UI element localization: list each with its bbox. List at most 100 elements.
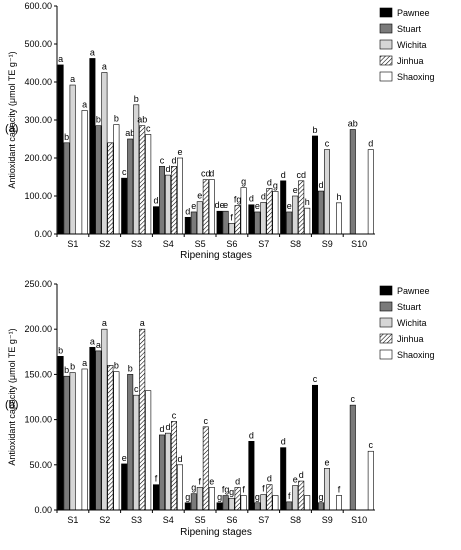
significance-letter: d [261, 191, 266, 201]
legend-label-pawnee: Pawnee [397, 8, 430, 18]
legend: Pawnee Stuart Wichita Jinhua Shaoxing [379, 7, 435, 82]
bar-shaoxing [145, 134, 152, 235]
significance-letter: b [114, 361, 119, 371]
bar-wichita [292, 195, 299, 235]
bar-jinhua [202, 179, 209, 235]
legend-swatch-stuart [379, 301, 393, 312]
significance-letter: d [177, 454, 182, 464]
bar-shaoxing [272, 191, 279, 235]
significance-letter: f [155, 474, 158, 484]
x-tick-label: S10 [351, 239, 367, 249]
legend-swatch-wichita [379, 39, 393, 50]
significance-letter: h [305, 197, 310, 207]
bar-stuart [254, 211, 261, 235]
x-tick-label: S5 [195, 239, 206, 249]
significance-letter: d [267, 474, 272, 484]
significance-letter: g [217, 492, 222, 502]
bar-wichita [133, 394, 140, 511]
significance-letter: b [114, 114, 119, 124]
significance-letter: e [122, 453, 127, 463]
significance-letter: d [209, 169, 214, 179]
significance-letter: b [128, 363, 133, 373]
x-tick-label: S4 [163, 515, 174, 525]
legend-swatch-shaoxing [379, 71, 393, 82]
bar-pawnee [311, 384, 318, 511]
bar-pawnee [121, 463, 128, 511]
significance-letter: e [197, 191, 202, 201]
bar-jinhua [234, 205, 241, 235]
significance-letter: f [262, 484, 265, 494]
significance-letter: fg [234, 195, 242, 205]
bar-stuart [190, 211, 197, 235]
significance-letter: g [241, 177, 246, 187]
bar-jinhua [202, 426, 209, 511]
legend-swatch-pawnee [379, 285, 393, 296]
legend-label-stuart: Stuart [397, 24, 422, 34]
chart-panel-a: (a) 0.00 100.00 200.00 300.00 400.00 500.00 600… [5, 1, 435, 261]
significance-letter: a [96, 340, 101, 350]
bar-stuart [254, 502, 261, 511]
bar-shaoxing [113, 124, 120, 235]
significance-letter: a [58, 54, 63, 64]
bar-wichita [323, 468, 330, 511]
bar-jinhua [298, 480, 305, 511]
bar-wichita [196, 487, 203, 511]
x-tick-label: S8 [290, 239, 301, 249]
legend: Pawnee Stuart Wichita Jinhua Shaoxing [379, 285, 435, 360]
legend-swatch-shaoxing [379, 349, 393, 360]
bar-pawnee [216, 210, 223, 235]
bar-stuart [63, 142, 70, 235]
significance-letter: a [140, 318, 145, 328]
significance-letter: d [235, 476, 240, 486]
bar-shaoxing [81, 368, 88, 511]
x-tick-label: S5 [195, 515, 206, 525]
legend-label-shaoxing: Shaoxing [397, 72, 435, 82]
y-tick-label: 0.00 [34, 505, 52, 515]
significance-letter: cd [201, 169, 211, 179]
significance-letter: a [82, 100, 87, 110]
panel-label: (a) [5, 123, 18, 135]
significance-letter: c [369, 440, 374, 450]
significance-letter: g [185, 492, 190, 502]
significance-letter: a [70, 74, 75, 84]
significance-letter: d [281, 437, 286, 447]
x-tick-label: S3 [131, 239, 142, 249]
bar-stuart [95, 350, 102, 511]
bar-stuart [222, 495, 229, 511]
bar-pawnee [280, 180, 287, 235]
significance-letter: c [134, 384, 139, 394]
bar-shaoxing [335, 202, 342, 235]
bar-shaoxing [177, 157, 184, 235]
x-tick-label: S1 [67, 515, 78, 525]
bar-wichita [101, 72, 108, 235]
bar-wichita [260, 494, 267, 511]
bar-shaoxing [208, 487, 215, 511]
x-tick-label: S3 [131, 515, 142, 525]
bar-stuart [317, 190, 324, 235]
legend-swatch-jinhua [379, 55, 393, 66]
significance-letter: b [70, 362, 75, 372]
bar-wichita [323, 149, 330, 235]
legend-label-jinhua: Jinhua [397, 334, 424, 344]
bar-pawnee [89, 58, 96, 235]
x-tick-label: S7 [258, 515, 269, 525]
significance-letter: c [351, 394, 356, 404]
y-tick-label: 400.00 [24, 77, 52, 87]
significance-letter: a [82, 358, 87, 368]
bar-shaoxing [208, 179, 215, 235]
significance-letter: e [191, 201, 196, 211]
bar-pawnee [216, 502, 223, 511]
legend-swatch-jinhua [379, 333, 393, 344]
bar-wichita [69, 372, 76, 511]
y-tick-label: 250.00 [24, 279, 52, 289]
bar-wichita [292, 485, 299, 511]
significance-letter: c [204, 416, 209, 426]
significance-letter: d [153, 196, 158, 206]
significance-letter: d [299, 470, 304, 480]
x-tick-label: S2 [99, 239, 110, 249]
bar-shaoxing [335, 495, 342, 511]
significance-letter: e [177, 147, 182, 157]
bar-jinhua [171, 421, 178, 511]
bar-stuart [127, 374, 134, 511]
bar-wichita [260, 202, 267, 235]
